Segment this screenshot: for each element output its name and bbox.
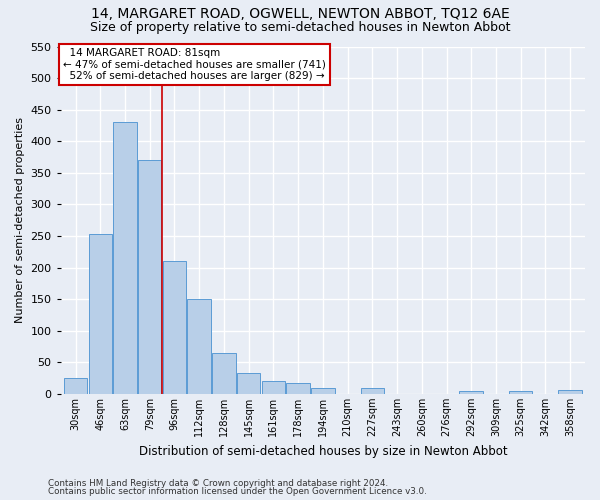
Bar — [138, 160, 161, 394]
Bar — [89, 234, 112, 394]
Bar — [509, 392, 532, 394]
Text: Contains public sector information licensed under the Open Government Licence v3: Contains public sector information licen… — [48, 488, 427, 496]
Bar — [361, 388, 384, 394]
Bar — [64, 378, 87, 394]
Bar — [311, 388, 335, 394]
Bar — [113, 122, 137, 394]
Y-axis label: Number of semi-detached properties: Number of semi-detached properties — [15, 117, 25, 323]
Bar — [559, 390, 582, 394]
Bar — [460, 390, 483, 394]
Bar — [262, 382, 285, 394]
X-axis label: Distribution of semi-detached houses by size in Newton Abbot: Distribution of semi-detached houses by … — [139, 444, 507, 458]
Bar — [237, 373, 260, 394]
Text: Size of property relative to semi-detached houses in Newton Abbot: Size of property relative to semi-detach… — [90, 21, 510, 34]
Bar — [187, 299, 211, 394]
Text: 14 MARGARET ROAD: 81sqm
← 47% of semi-detached houses are smaller (741)
  52% of: 14 MARGARET ROAD: 81sqm ← 47% of semi-de… — [63, 48, 326, 81]
Bar — [212, 354, 236, 394]
Text: 14, MARGARET ROAD, OGWELL, NEWTON ABBOT, TQ12 6AE: 14, MARGARET ROAD, OGWELL, NEWTON ABBOT,… — [91, 8, 509, 22]
Text: Contains HM Land Registry data © Crown copyright and database right 2024.: Contains HM Land Registry data © Crown c… — [48, 478, 388, 488]
Bar — [286, 382, 310, 394]
Bar — [163, 261, 186, 394]
